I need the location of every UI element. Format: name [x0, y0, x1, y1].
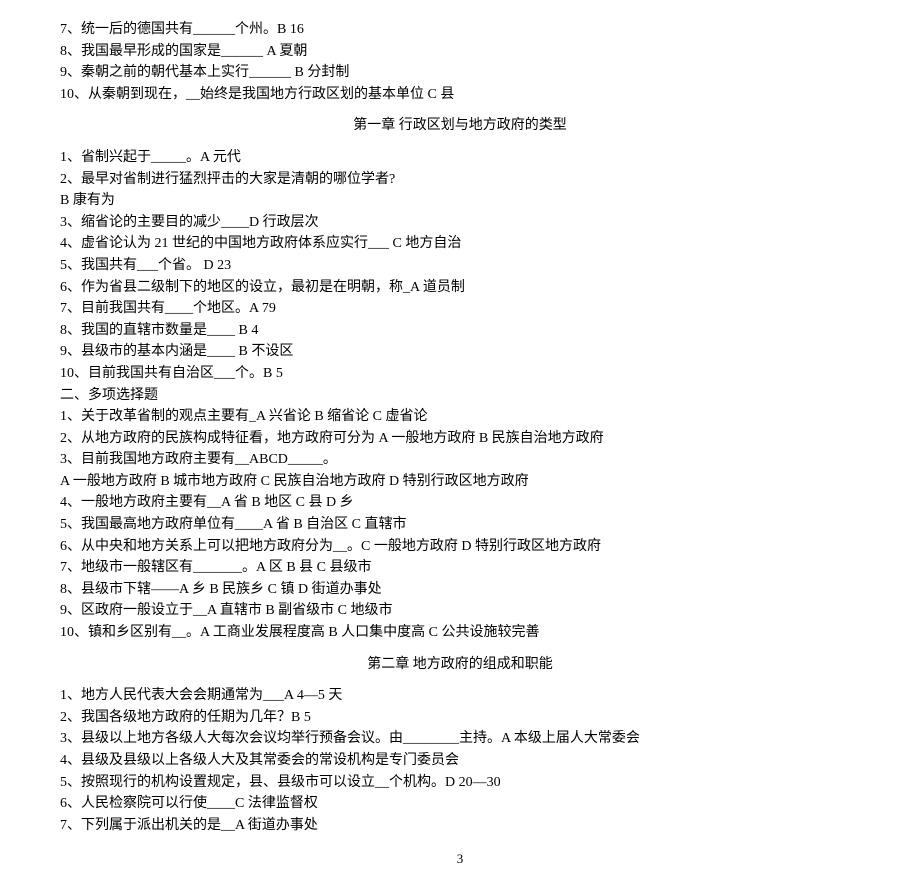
text-line: 1、地方人民代表大会会期通常为___A 4—5 天 [60, 686, 860, 706]
section1: 7、统一后的德国共有______个州。B 16 8、我国最早形成的国家是____… [60, 20, 860, 104]
text-line: 9、县级市的基本内涵是____ B 不设区 [60, 342, 860, 362]
text-line: A 一般地方政府 B 城市地方政府 C 民族自治地方政府 D 特别行政区地方政府 [60, 472, 860, 492]
text-line: 6、从中央和地方关系上可以把地方政府分为__。C 一般地方政府 D 特别行政区地… [60, 537, 860, 557]
chapter1-content: 1、省制兴起于_____。A 元代 2、最早对省制进行猛烈抨击的大家是清朝的哪位… [60, 148, 860, 643]
text-line: 1、关于改革省制的观点主要有_A 兴省论 B 缩省论 C 虚省论 [60, 407, 860, 427]
text-line: 3、县级以上地方各级人大每次会议均举行预备会议。由________主持。A 本级… [60, 729, 860, 749]
page-number: 3 [60, 850, 860, 868]
text-line: 2、从地方政府的民族构成特征看，地方政府可分为 A 一般地方政府 B 民族自治地… [60, 429, 860, 449]
text-line: 8、我国的直辖市数量是____ B 4 [60, 321, 860, 341]
text-line: 7、统一后的德国共有______个州。B 16 [60, 20, 860, 40]
text-line: 10、目前我国共有自治区___个。B 5 [60, 364, 860, 384]
text-line: 2、最早对省制进行猛烈抨击的大家是清朝的哪位学者? [60, 170, 860, 190]
text-line: 5、我国最高地方政府单位有____A 省 B 自治区 C 直辖市 [60, 515, 860, 535]
text-line: 6、人民检察院可以行使____C 法律监督权 [60, 794, 860, 814]
text-line: 1、省制兴起于_____。A 元代 [60, 148, 860, 168]
text-line: 4、一般地方政府主要有__A 省 B 地区 C 县 D 乡 [60, 493, 860, 513]
text-line: 10、从秦朝到现在，__始终是我国地方行政区划的基本单位 C 县 [60, 85, 860, 105]
text-line: 7、目前我国共有____个地区。A 79 [60, 299, 860, 319]
text-line: 5、我国共有___个省。 D 23 [60, 256, 860, 276]
chapter2-title: 第二章 地方政府的组成和职能 [60, 655, 860, 675]
text-line: 2、我国各级地方政府的任期为几年？B 5 [60, 708, 860, 728]
text-line: 3、缩省论的主要目的减少____D 行政层次 [60, 213, 860, 233]
text-line: 8、我国最早形成的国家是______ A 夏朝 [60, 42, 860, 62]
chapter2-content: 1、地方人民代表大会会期通常为___A 4—5 天 2、我国各级地方政府的任期为… [60, 686, 860, 835]
text-line: 3、目前我国地方政府主要有__ABCD_____。 [60, 450, 860, 470]
text-line: 10、镇和乡区别有__。A 工商业发展程度高 B 人口集中度高 C 公共设施较完… [60, 623, 860, 643]
text-line: 7、下列属于派出机关的是__A 街道办事处 [60, 816, 860, 836]
text-line: 7、地级市一般辖区有_______。A 区 B 县 C 县级市 [60, 558, 860, 578]
text-line: 二、多项选择题 [60, 386, 860, 406]
text-line: 6、作为省县二级制下的地区的设立，最初是在明朝，称_A 道员制 [60, 278, 860, 298]
chapter1-title: 第一章 行政区划与地方政府的类型 [60, 116, 860, 136]
text-line: 8、县级市下辖——A 乡 B 民族乡 C 镇 D 街道办事处 [60, 580, 860, 600]
text-line: B 康有为 [60, 191, 860, 211]
text-line: 4、虚省论认为 21 世纪的中国地方政府体系应实行___ C 地方自治 [60, 234, 860, 254]
text-line: 4、县级及县级以上各级人大及其常委会的常设机构是专门委员会 [60, 751, 860, 771]
text-line: 5、按照现行的机构设置规定，县、县级市可以设立__个机构。D 20—30 [60, 773, 860, 793]
text-line: 9、区政府一般设立于__A 直辖市 B 副省级市 C 地级市 [60, 601, 860, 621]
text-line: 9、秦朝之前的朝代基本上实行______ B 分封制 [60, 63, 860, 83]
